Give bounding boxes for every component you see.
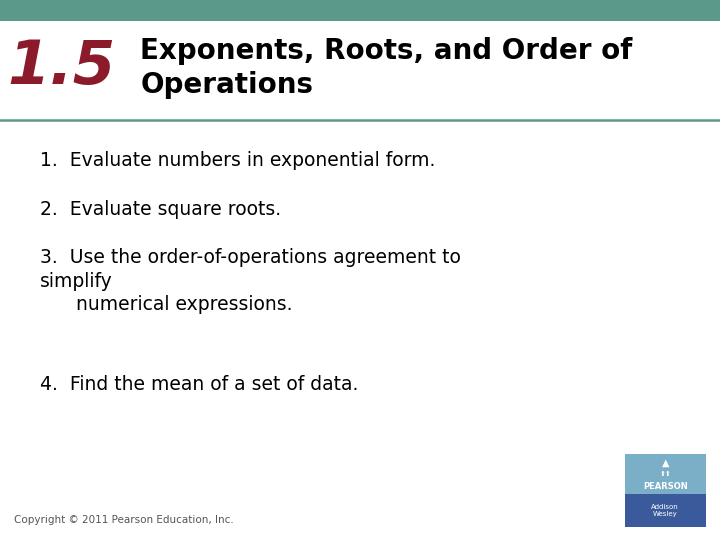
Text: PEARSON: PEARSON <box>643 482 688 491</box>
Text: ▲: ▲ <box>662 457 669 467</box>
Text: Operations: Operations <box>140 71 313 99</box>
Bar <box>625 454 706 495</box>
Text: 4.  Find the mean of a set of data.: 4. Find the mean of a set of data. <box>40 375 358 394</box>
Text: 2.  Evaluate square roots.: 2. Evaluate square roots. <box>40 200 281 219</box>
Text: Exponents, Roots, and Order of: Exponents, Roots, and Order of <box>140 37 633 65</box>
Text: Addison
Wesley: Addison Wesley <box>652 504 679 517</box>
Text: 1.5: 1.5 <box>7 38 115 97</box>
Text: Copyright © 2011 Pearson Education, Inc.: Copyright © 2011 Pearson Education, Inc. <box>14 515 234 525</box>
Text: 3.  Use the order-of-operations agreement to
simplify
      numerical expression: 3. Use the order-of-operations agreement… <box>40 248 461 314</box>
Text: ⬆⬆: ⬆⬆ <box>660 471 671 477</box>
Bar <box>0 0 720 21</box>
Bar <box>625 495 706 526</box>
Text: 1.  Evaluate numbers in exponential form.: 1. Evaluate numbers in exponential form. <box>40 151 435 170</box>
